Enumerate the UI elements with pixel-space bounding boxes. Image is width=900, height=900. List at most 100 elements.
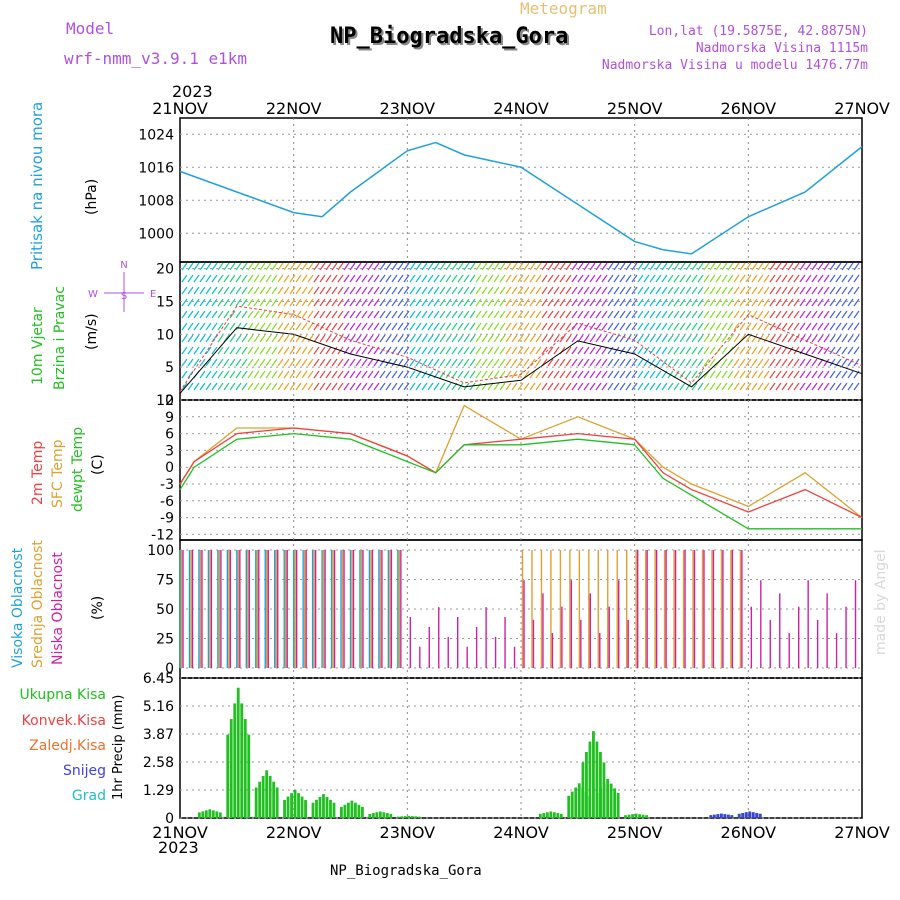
wind-barb: [319, 298, 326, 307]
wind-barb: [349, 322, 356, 331]
wind-barb: [739, 322, 746, 331]
wind-barb: [361, 286, 368, 295]
wind-barb: [559, 382, 566, 391]
precip-bar: [325, 796, 329, 818]
precip-bar: [403, 816, 407, 818]
wind-barb: [403, 262, 410, 271]
wind-barb: [529, 262, 536, 271]
wind-barb: [499, 286, 506, 295]
precip-bar: [233, 703, 237, 818]
wind-barb: [271, 346, 278, 355]
wind-barb: [829, 382, 836, 391]
wind-barb: [523, 382, 530, 391]
wind-barb: [301, 262, 308, 271]
wind-barb: [517, 346, 524, 355]
wind-barb: [331, 382, 338, 391]
wind-barb: [853, 322, 860, 331]
wind-barb: [565, 346, 572, 355]
wind-barb: [409, 370, 416, 379]
wind-barb: [517, 262, 524, 271]
wind-barb: [313, 322, 320, 331]
wind-barb: [187, 262, 194, 271]
wind-barb: [403, 382, 410, 391]
wind-barb: [769, 334, 776, 343]
wind-barb: [373, 370, 380, 379]
wind-barb: [571, 358, 578, 367]
wind-barb: [217, 310, 224, 319]
wind-barb: [643, 298, 650, 307]
wind-barb: [763, 298, 770, 307]
wind-barb: [439, 334, 446, 343]
wind-barb: [331, 310, 338, 319]
wind-barb: [721, 322, 728, 331]
wind-barb: [415, 310, 422, 319]
wind-barb: [223, 274, 230, 283]
wind-barb: [589, 286, 596, 295]
wind-barb: [625, 310, 632, 319]
wind-barb: [655, 370, 662, 379]
precip-bar: [559, 813, 563, 818]
wind-barb: [793, 358, 800, 367]
wind-barb: [643, 322, 650, 331]
wind-barb: [355, 346, 362, 355]
wind-barb: [631, 322, 638, 331]
wind-barb: [337, 286, 344, 295]
wind-barb: [643, 262, 650, 271]
wind-barb: [505, 274, 512, 283]
wind-barb: [697, 322, 704, 331]
wind-barb: [289, 262, 296, 271]
precip-bar: [716, 814, 720, 818]
wind-barb: [487, 262, 494, 271]
wind-barb: [337, 334, 344, 343]
precip-bar: [361, 806, 364, 818]
wind-barb: [841, 346, 848, 355]
wind-barb: [823, 346, 830, 355]
precip-bar: [265, 770, 269, 818]
wind-barb: [589, 346, 596, 355]
wind-barb: [373, 298, 380, 307]
wind-barb: [469, 370, 476, 379]
wind-barb: [697, 298, 704, 307]
wind-barb: [679, 346, 686, 355]
precip-bar: [204, 810, 208, 818]
wind-barb: [241, 274, 248, 283]
wind-barb: [631, 334, 638, 343]
wind-barb: [823, 286, 830, 295]
wind-barb: [775, 382, 782, 391]
precip-bar: [634, 813, 638, 818]
wind-barb: [619, 382, 626, 391]
wind-barb: [511, 322, 518, 331]
wind-barb: [823, 382, 830, 391]
wind-barb: [541, 310, 548, 319]
wind-barb: [751, 322, 758, 331]
wind-barb: [727, 274, 734, 283]
wind-barb: [457, 286, 464, 295]
wind-barb: [679, 382, 686, 391]
wind-barb: [715, 382, 722, 391]
wind-barb: [511, 370, 518, 379]
wind-barb: [817, 286, 824, 295]
wind-barb: [271, 382, 278, 391]
precip-bar: [542, 813, 546, 818]
wind-barb: [475, 358, 482, 367]
wind-barb: [829, 358, 836, 367]
wind-barb: [769, 358, 776, 367]
wind-barb: [661, 298, 668, 307]
wind-barb: [313, 262, 320, 271]
wind-barb: [571, 370, 578, 379]
wind-barb: [649, 358, 656, 367]
wind-barb: [337, 262, 344, 271]
wind-barb: [487, 286, 494, 295]
wind-barb: [403, 310, 410, 319]
wind-barb: [835, 382, 842, 391]
wind-barb: [445, 358, 452, 367]
wind-barb: [715, 322, 722, 331]
wind-barb: [229, 322, 236, 331]
wind-barb: [691, 322, 698, 331]
wind-barb: [673, 334, 680, 343]
wind-barb: [373, 322, 380, 331]
pressure-unit: (hPa): [84, 179, 100, 215]
wind-barb: [721, 274, 728, 283]
wind-barb: [355, 382, 362, 391]
wind-barb: [787, 274, 794, 283]
